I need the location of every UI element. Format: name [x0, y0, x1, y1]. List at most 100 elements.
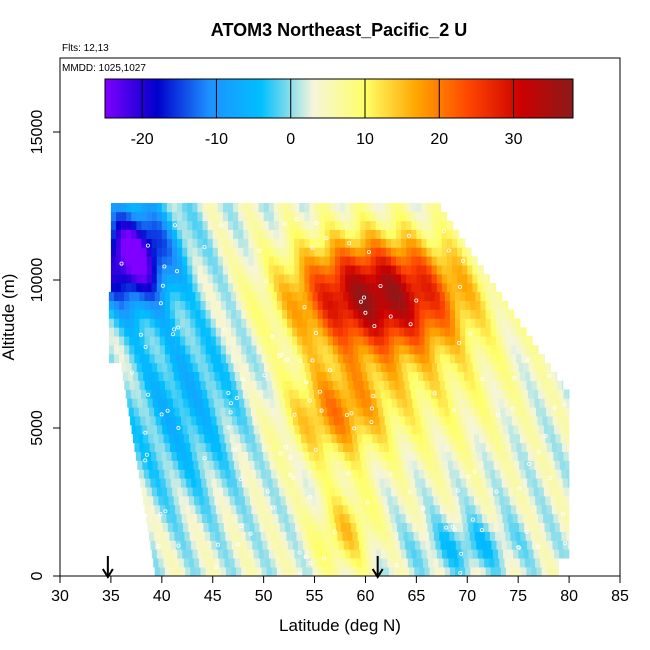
- heatmap-cell: [543, 389, 549, 399]
- heatmap-cell: [431, 513, 437, 524]
- heatmap-cell: [138, 371, 144, 381]
- heatmap-cell: [210, 309, 217, 319]
- heatmap-cell: [457, 425, 463, 435]
- heatmap-cell: [256, 380, 263, 390]
- heatmap-cell: [290, 460, 296, 470]
- heatmap-cell: [480, 300, 486, 310]
- heatmap-cell: [541, 442, 548, 452]
- heatmap-cell: [272, 478, 278, 488]
- heatmap-cell: [378, 336, 385, 346]
- heatmap-cell: [461, 451, 468, 461]
- heatmap-cell: [265, 433, 271, 444]
- heatmap-cell: [269, 522, 276, 532]
- heatmap-cell: [358, 336, 364, 346]
- heatmap-cell: [426, 425, 433, 435]
- heatmap-cell: [486, 540, 492, 550]
- heatmap-cell: [500, 309, 507, 319]
- heatmap-cell: [212, 549, 219, 559]
- observation-point: [444, 525, 449, 530]
- heatmap-cell: [246, 442, 252, 452]
- heatmap-cell: [487, 451, 493, 461]
- heatmap-cell: [256, 318, 262, 328]
- heatmap-cell: [258, 238, 264, 248]
- heatmap-cell: [273, 389, 279, 399]
- heatmap-cell: [460, 327, 466, 337]
- heatmap-cell: [258, 549, 265, 559]
- heatmap-cell: [345, 229, 351, 239]
- heatmap-cell: [139, 291, 145, 302]
- observation-point: [480, 376, 485, 381]
- observation-point: [159, 412, 164, 417]
- heatmap-cell: [535, 407, 542, 417]
- heatmap-cell: [449, 309, 456, 319]
- heatmap-cell: [175, 504, 181, 515]
- heatmap-cell: [311, 433, 317, 444]
- heatmap-cell: [164, 327, 171, 337]
- heatmap-cell: [253, 362, 260, 373]
- heatmap-cell: [340, 362, 346, 373]
- heatmap-cell: [241, 540, 248, 550]
- heatmap-cell: [337, 567, 344, 577]
- heatmap-cell: [431, 211, 438, 222]
- heatmap-cell: [226, 416, 233, 426]
- heatmap-cell: [356, 558, 363, 568]
- heatmap-cell: [421, 362, 428, 373]
- heatmap-cell: [440, 416, 447, 426]
- heatmap-cell: [337, 291, 344, 302]
- heatmap-cell: [313, 540, 319, 550]
- heatmap-cell: [193, 522, 199, 532]
- heatmap-cell: [194, 407, 201, 417]
- heatmap-cell: [559, 522, 566, 532]
- heatmap-cell: [368, 354, 374, 364]
- heatmap-cell: [311, 558, 317, 568]
- heatmap-cell: [423, 371, 429, 381]
- heatmap-cell: [220, 567, 227, 577]
- heatmap-cell: [500, 504, 507, 515]
- heatmap-cell: [334, 274, 341, 284]
- heatmap-cell: [335, 487, 341, 497]
- heatmap-cell: [241, 380, 247, 390]
- heatmap-cell: [307, 291, 313, 302]
- heatmap-cell: [134, 309, 140, 319]
- heatmap-cell: [375, 220, 382, 230]
- heatmap-cell: [340, 211, 346, 222]
- observation-point: [358, 299, 363, 304]
- observation-point: [257, 248, 262, 253]
- x-tick-label: 35: [102, 588, 120, 605]
- heatmap-cell: [564, 549, 570, 559]
- heatmap-cell: [196, 478, 202, 488]
- heatmap-cell: [327, 442, 334, 452]
- heatmap-cell: [364, 478, 370, 488]
- heatmap-cell: [373, 345, 379, 355]
- colorbar-tick-label: 0: [286, 131, 295, 148]
- heatmap-cell: [438, 496, 444, 506]
- heatmap-cell: [438, 558, 444, 568]
- heatmap-cell: [470, 291, 476, 302]
- heatmap-cell: [383, 300, 390, 310]
- heatmap-cell: [514, 398, 520, 408]
- heatmap-cell: [164, 336, 171, 346]
- heatmap-cell: [239, 433, 246, 444]
- heatmap-cell: [202, 220, 208, 230]
- heatmap-cell: [446, 282, 453, 293]
- observation-point: [406, 233, 411, 238]
- heatmap-cell: [473, 398, 479, 408]
- heatmap-cell: [337, 309, 344, 319]
- heatmap-cell: [299, 238, 305, 248]
- heatmap-cell: [365, 203, 371, 213]
- heatmap-cell: [292, 540, 299, 550]
- heatmap-cell: [261, 318, 267, 328]
- heatmap-cell: [314, 220, 320, 230]
- heatmap-cell: [215, 504, 222, 515]
- heatmap-cell: [285, 433, 292, 444]
- heatmap-cell: [321, 558, 327, 568]
- heatmap-cell: [329, 247, 336, 257]
- heatmap-cell: [355, 549, 361, 559]
- heatmap-cell: [543, 362, 550, 373]
- heatmap-cell: [190, 291, 196, 302]
- heatmap-cell: [271, 380, 278, 390]
- heatmap-cell: [318, 416, 324, 426]
- heatmap-cell: [207, 362, 214, 373]
- heatmap-cell: [271, 318, 278, 328]
- heatmap-cell: [386, 460, 393, 470]
